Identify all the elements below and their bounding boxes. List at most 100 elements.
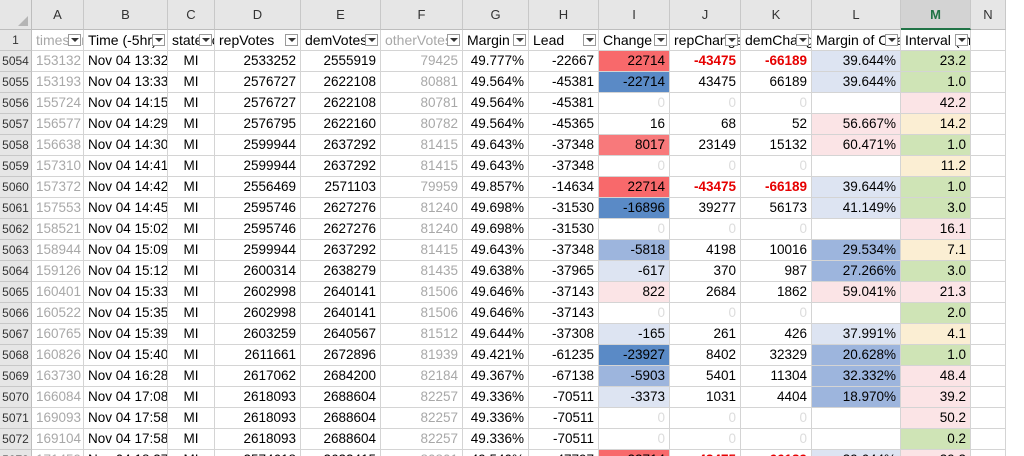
table-cell[interactable] bbox=[971, 51, 1006, 72]
filter-dropdown-icon[interactable] bbox=[513, 34, 526, 46]
table-cell[interactable]: 2627276 bbox=[301, 219, 381, 240]
table-cell[interactable]: 2533252 bbox=[215, 51, 301, 72]
row-header[interactable]: 5058 bbox=[0, 135, 32, 156]
table-cell[interactable]: 82257 bbox=[381, 408, 463, 429]
column-header-h[interactable]: H bbox=[529, 0, 599, 30]
table-cell[interactable]: 81415 bbox=[381, 135, 463, 156]
table-cell[interactable]: 2627276 bbox=[301, 198, 381, 219]
table-cell[interactable]: -5818 bbox=[599, 240, 670, 261]
table-cell[interactable] bbox=[971, 282, 1006, 303]
table-cell[interactable]: 52 bbox=[741, 114, 812, 135]
table-cell[interactable]: 18.970% bbox=[812, 387, 901, 408]
table-cell[interactable] bbox=[971, 387, 1006, 408]
table-cell[interactable] bbox=[971, 93, 1006, 114]
header-cell-13[interactable]: Interval (minutes) bbox=[901, 30, 971, 51]
row-header[interactable]: 5070 bbox=[0, 387, 32, 408]
row-header[interactable]: 5059 bbox=[0, 156, 32, 177]
table-cell[interactable]: MI bbox=[168, 408, 215, 429]
table-cell[interactable]: 2637292 bbox=[301, 135, 381, 156]
table-cell[interactable]: 32.332% bbox=[812, 366, 901, 387]
column-header-c[interactable]: C bbox=[168, 0, 215, 30]
row-header[interactable]: 5065 bbox=[0, 282, 32, 303]
table-cell[interactable]: 39.644% bbox=[812, 177, 901, 198]
table-cell[interactable]: 155724 bbox=[32, 93, 84, 114]
table-cell[interactable]: 81939 bbox=[381, 345, 463, 366]
table-cell[interactable] bbox=[812, 93, 901, 114]
table-cell[interactable]: 81415 bbox=[381, 240, 463, 261]
row-header[interactable]: 5063 bbox=[0, 240, 32, 261]
table-cell[interactable]: MI bbox=[168, 450, 215, 456]
table-cell[interactable]: 49.643% bbox=[463, 156, 529, 177]
table-cell[interactable]: 0 bbox=[670, 156, 741, 177]
table-cell[interactable]: 4198 bbox=[670, 240, 741, 261]
table-cell[interactable]: -3373 bbox=[599, 387, 670, 408]
table-cell[interactable]: 2576727 bbox=[215, 93, 301, 114]
table-cell[interactable]: Nov 04 17:08 bbox=[84, 387, 168, 408]
row-header[interactable]: 5061 bbox=[0, 198, 32, 219]
table-cell[interactable]: 2622415 bbox=[301, 450, 381, 456]
table-cell[interactable]: 2571103 bbox=[301, 177, 381, 198]
table-cell[interactable]: 166084 bbox=[32, 387, 84, 408]
table-cell[interactable] bbox=[971, 429, 1006, 450]
table-cell[interactable]: 157553 bbox=[32, 198, 84, 219]
table-cell[interactable]: 0 bbox=[741, 156, 812, 177]
table-cell[interactable]: 49.638% bbox=[463, 261, 529, 282]
column-header-i[interactable]: I bbox=[599, 0, 670, 30]
select-all-corner[interactable] bbox=[0, 0, 32, 30]
table-cell[interactable]: 169093 bbox=[32, 408, 84, 429]
column-header-k[interactable]: K bbox=[741, 0, 812, 30]
table-cell[interactable]: 156638 bbox=[32, 135, 84, 156]
table-cell[interactable]: 2618093 bbox=[215, 387, 301, 408]
table-cell[interactable]: 2602998 bbox=[215, 282, 301, 303]
table-cell[interactable]: 56.667% bbox=[812, 114, 901, 135]
table-cell[interactable]: -70511 bbox=[529, 387, 599, 408]
table-cell[interactable]: 2556469 bbox=[215, 177, 301, 198]
table-cell[interactable]: 4404 bbox=[741, 387, 812, 408]
table-cell[interactable]: 2574618 bbox=[215, 450, 301, 456]
table-cell[interactable]: -31530 bbox=[529, 219, 599, 240]
table-cell[interactable]: 8017 bbox=[599, 135, 670, 156]
table-cell[interactable]: 42.2 bbox=[901, 93, 971, 114]
table-cell[interactable]: 2640141 bbox=[301, 303, 381, 324]
column-header-g[interactable]: G bbox=[463, 0, 529, 30]
table-cell[interactable]: 16.1 bbox=[901, 219, 971, 240]
table-cell[interactable]: 2618093 bbox=[215, 408, 301, 429]
row-header[interactable]: 5056 bbox=[0, 93, 32, 114]
table-cell[interactable]: 22714 bbox=[599, 450, 670, 456]
table-cell[interactable]: 22714 bbox=[599, 177, 670, 198]
table-cell[interactable]: 79959 bbox=[381, 177, 463, 198]
table-cell[interactable]: 2576727 bbox=[215, 72, 301, 93]
column-header-l[interactable]: L bbox=[812, 0, 901, 30]
table-cell[interactable]: -61235 bbox=[529, 345, 599, 366]
table-cell[interactable]: 48.4 bbox=[901, 366, 971, 387]
table-cell[interactable]: Nov 04 16:28 bbox=[84, 366, 168, 387]
table-cell[interactable]: Nov 04 15:02 bbox=[84, 219, 168, 240]
table-cell[interactable]: 49.564% bbox=[463, 114, 529, 135]
table-cell[interactable]: 82257 bbox=[381, 387, 463, 408]
header-cell-8[interactable]: Lead bbox=[529, 30, 599, 51]
row-header[interactable]: 5066 bbox=[0, 303, 32, 324]
table-cell[interactable]: 80881 bbox=[381, 72, 463, 93]
table-cell[interactable]: 1.0 bbox=[901, 345, 971, 366]
table-cell[interactable]: 32329 bbox=[741, 345, 812, 366]
table-cell[interactable]: -70511 bbox=[529, 429, 599, 450]
table-cell[interactable]: 81506 bbox=[381, 282, 463, 303]
table-cell[interactable]: 2672896 bbox=[301, 345, 381, 366]
table-cell[interactable]: -37348 bbox=[529, 135, 599, 156]
table-cell[interactable]: 4.1 bbox=[901, 324, 971, 345]
column-header-a[interactable]: A bbox=[32, 0, 84, 30]
table-cell[interactable]: MI bbox=[168, 261, 215, 282]
table-cell[interactable]: 79425 bbox=[381, 51, 463, 72]
filter-dropdown-icon[interactable] bbox=[199, 34, 212, 46]
column-header-j[interactable]: J bbox=[670, 0, 741, 30]
table-cell[interactable]: 29.534% bbox=[812, 240, 901, 261]
table-cell[interactable] bbox=[971, 240, 1006, 261]
table-cell[interactable]: Nov 04 15:09 bbox=[84, 240, 168, 261]
table-cell[interactable]: MI bbox=[168, 345, 215, 366]
table-cell[interactable]: 153132 bbox=[32, 51, 84, 72]
table-cell[interactable] bbox=[812, 429, 901, 450]
table-cell[interactable]: 49.646% bbox=[463, 282, 529, 303]
table-cell[interactable]: MI bbox=[168, 387, 215, 408]
table-cell[interactable]: -43475 bbox=[670, 177, 741, 198]
header-cell-7[interactable]: Margin bbox=[463, 30, 529, 51]
